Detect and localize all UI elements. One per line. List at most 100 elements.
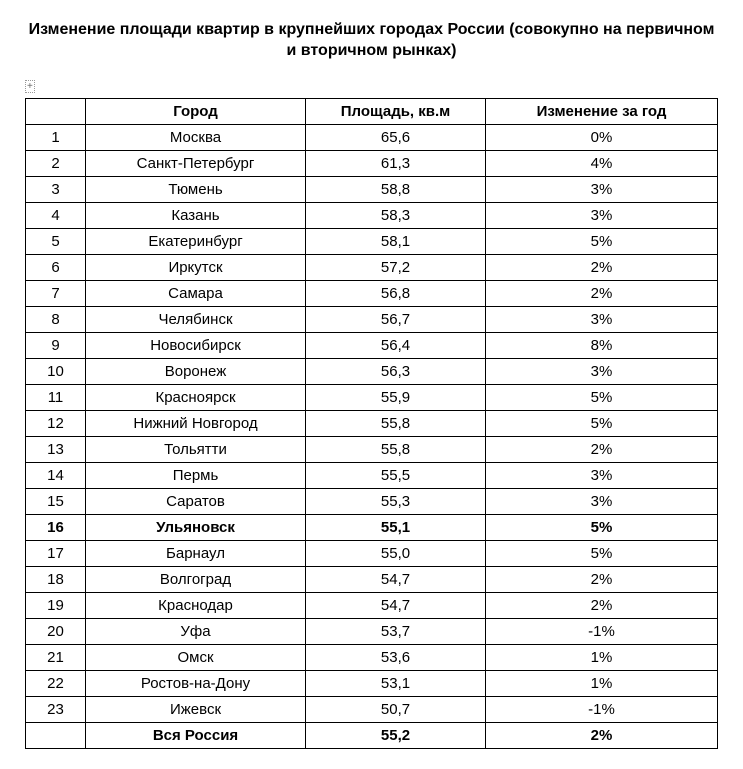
col-header-change: Изменение за год — [486, 98, 718, 124]
col-header-city: Город — [86, 98, 306, 124]
cell-city: Волгоград — [86, 566, 306, 592]
table-row: 10Воронеж56,33% — [26, 358, 718, 384]
cell-city: Казань — [86, 202, 306, 228]
cell-number: 22 — [26, 670, 86, 696]
table-row: 22Ростов-на-Дону53,11% — [26, 670, 718, 696]
cell-change: 1% — [486, 644, 718, 670]
cell-number: 3 — [26, 176, 86, 202]
table-row: 21Омск53,61% — [26, 644, 718, 670]
cell-area: 55,3 — [306, 488, 486, 514]
cell-city: Краснодар — [86, 592, 306, 618]
cell-change: 3% — [486, 176, 718, 202]
cell-city: Ижевск — [86, 696, 306, 722]
cell-change: 8% — [486, 332, 718, 358]
cell-area: 53,6 — [306, 644, 486, 670]
cell-change: 2% — [486, 254, 718, 280]
cell-change: 2% — [486, 436, 718, 462]
cell-city: Ростов-на-Дону — [86, 670, 306, 696]
cell-number: 8 — [26, 306, 86, 332]
table-row: 16Ульяновск55,15% — [26, 514, 718, 540]
cell-city: Вся Россия — [86, 722, 306, 748]
cell-number: 10 — [26, 358, 86, 384]
cell-number: 1 — [26, 124, 86, 150]
cell-city: Саратов — [86, 488, 306, 514]
table-row: 19Краснодар54,72% — [26, 592, 718, 618]
cell-change: -1% — [486, 618, 718, 644]
table-row: 2Санкт-Петербург61,34% — [26, 150, 718, 176]
cell-number: 15 — [26, 488, 86, 514]
cell-city: Тюмень — [86, 176, 306, 202]
table-row: 6Иркутск57,22% — [26, 254, 718, 280]
cell-change: 2% — [486, 566, 718, 592]
table-row: 23Ижевск50,7-1% — [26, 696, 718, 722]
cell-city: Самара — [86, 280, 306, 306]
cell-area: 61,3 — [306, 150, 486, 176]
table-row: 17Барнаул55,05% — [26, 540, 718, 566]
cell-area: 56,8 — [306, 280, 486, 306]
cell-area: 55,1 — [306, 514, 486, 540]
table-row: 4Казань58,33% — [26, 202, 718, 228]
table-body: 1Москва65,60%2Санкт-Петербург61,34%3Тюме… — [26, 124, 718, 748]
cell-number — [26, 722, 86, 748]
cell-number: 2 — [26, 150, 86, 176]
cell-number: 21 — [26, 644, 86, 670]
cell-area: 65,6 — [306, 124, 486, 150]
table-header-row: Город Площадь, кв.м Изменение за год — [26, 98, 718, 124]
cell-city: Омск — [86, 644, 306, 670]
cell-area: 58,8 — [306, 176, 486, 202]
cell-area: 58,3 — [306, 202, 486, 228]
cell-change: 0% — [486, 124, 718, 150]
cell-change: 2% — [486, 722, 718, 748]
cell-change: 3% — [486, 462, 718, 488]
cell-area: 55,8 — [306, 410, 486, 436]
cell-number: 17 — [26, 540, 86, 566]
cell-change: -1% — [486, 696, 718, 722]
cell-area: 56,4 — [306, 332, 486, 358]
col-header-number — [26, 98, 86, 124]
data-table: Город Площадь, кв.м Изменение за год 1Мо… — [25, 98, 718, 749]
cell-area: 55,5 — [306, 462, 486, 488]
cell-area: 53,1 — [306, 670, 486, 696]
table-row: 5Екатеринбург58,15% — [26, 228, 718, 254]
cell-change: 5% — [486, 540, 718, 566]
cell-city: Челябинск — [86, 306, 306, 332]
table-row: 9Новосибирск56,48% — [26, 332, 718, 358]
cell-area: 56,3 — [306, 358, 486, 384]
cell-area: 50,7 — [306, 696, 486, 722]
table-row: 20Уфа53,7-1% — [26, 618, 718, 644]
cell-city: Барнаул — [86, 540, 306, 566]
cell-number: 18 — [26, 566, 86, 592]
cell-number: 23 — [26, 696, 86, 722]
table-row: Вся Россия55,22% — [26, 722, 718, 748]
cell-number: 6 — [26, 254, 86, 280]
cell-city: Красноярск — [86, 384, 306, 410]
cell-area: 55,0 — [306, 540, 486, 566]
cell-change: 5% — [486, 514, 718, 540]
cell-area: 54,7 — [306, 566, 486, 592]
cell-city: Новосибирск — [86, 332, 306, 358]
cell-area: 55,8 — [306, 436, 486, 462]
cell-area: 53,7 — [306, 618, 486, 644]
cell-change: 4% — [486, 150, 718, 176]
table-row: 13Тольятти55,82% — [26, 436, 718, 462]
table-row: 15Саратов55,33% — [26, 488, 718, 514]
cell-number: 13 — [26, 436, 86, 462]
col-header-area: Площадь, кв.м — [306, 98, 486, 124]
table-row: 14Пермь55,53% — [26, 462, 718, 488]
table-row: 8Челябинск56,73% — [26, 306, 718, 332]
cell-change: 2% — [486, 592, 718, 618]
cell-area: 55,9 — [306, 384, 486, 410]
cell-area: 55,2 — [306, 722, 486, 748]
table-row: 7Самара56,82% — [26, 280, 718, 306]
cell-change: 3% — [486, 202, 718, 228]
cell-change: 3% — [486, 358, 718, 384]
cell-number: 20 — [26, 618, 86, 644]
cell-change: 3% — [486, 306, 718, 332]
cell-number: 12 — [26, 410, 86, 436]
cell-city: Пермь — [86, 462, 306, 488]
cell-number: 19 — [26, 592, 86, 618]
cell-city: Санкт-Петербург — [86, 150, 306, 176]
cell-city: Иркутск — [86, 254, 306, 280]
cell-city: Тольятти — [86, 436, 306, 462]
cell-change: 1% — [486, 670, 718, 696]
